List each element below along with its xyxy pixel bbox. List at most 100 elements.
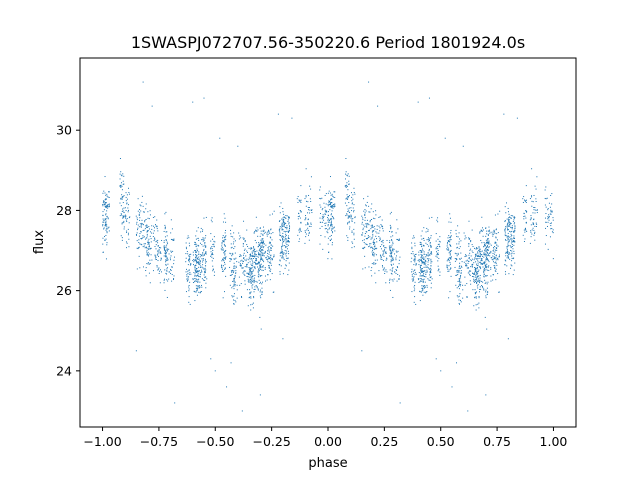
data-point <box>262 234 264 236</box>
data-point <box>279 232 281 234</box>
data-point <box>391 246 393 248</box>
data-point <box>478 251 480 253</box>
data-point <box>361 350 363 352</box>
data-point <box>250 263 252 265</box>
data-point <box>164 236 166 238</box>
data-point <box>507 219 509 221</box>
data-point <box>332 228 334 230</box>
data-point <box>204 246 206 248</box>
data-point <box>187 253 189 255</box>
data-point <box>505 260 507 262</box>
data-point <box>392 235 394 237</box>
data-point <box>471 260 473 262</box>
data-point <box>193 290 195 292</box>
x-tick-label: 1.00 <box>540 434 568 449</box>
data-point <box>149 282 151 284</box>
data-point <box>395 268 397 270</box>
data-point <box>376 259 378 261</box>
data-point <box>418 279 420 281</box>
data-point <box>255 258 257 260</box>
data-point <box>482 287 484 289</box>
data-point <box>310 223 312 225</box>
data-point <box>103 209 105 211</box>
data-point <box>492 252 494 254</box>
data-point <box>251 267 253 269</box>
data-point <box>459 303 461 305</box>
data-point <box>535 226 537 227</box>
data-point <box>446 265 448 267</box>
data-point <box>391 249 393 251</box>
data-point <box>287 230 289 232</box>
data-point <box>437 238 439 240</box>
data-point <box>196 254 198 256</box>
data-point <box>467 410 469 412</box>
data-point <box>419 290 421 292</box>
data-point <box>373 242 375 244</box>
data-point <box>224 291 225 293</box>
data-point <box>534 231 536 233</box>
data-point <box>382 269 384 271</box>
data-point <box>421 271 423 273</box>
data-point <box>366 244 368 246</box>
data-point <box>466 255 468 257</box>
data-point <box>361 215 363 217</box>
data-point <box>186 275 188 277</box>
data-point <box>431 216 433 218</box>
data-point <box>319 217 321 219</box>
data-point <box>450 275 452 277</box>
data-point <box>456 271 458 273</box>
data-point <box>382 228 384 230</box>
data-point <box>285 253 287 255</box>
data-point <box>346 194 348 196</box>
data-point <box>300 201 302 203</box>
data-point <box>260 251 262 253</box>
data-point <box>347 189 349 191</box>
data-point <box>195 285 197 287</box>
data-point <box>286 244 288 246</box>
data-point <box>267 231 269 233</box>
data-point <box>197 256 199 258</box>
data-point <box>221 265 223 267</box>
data-point <box>372 247 374 249</box>
data-point <box>253 232 255 234</box>
data-point <box>250 282 252 284</box>
data-point <box>185 248 187 250</box>
data-point <box>144 228 146 230</box>
data-point <box>513 235 515 237</box>
data-point <box>140 210 142 212</box>
data-point <box>375 262 377 264</box>
data-point <box>195 243 197 245</box>
data-point <box>456 235 458 237</box>
data-point <box>446 245 448 247</box>
data-point <box>480 230 482 232</box>
data-point <box>253 279 255 281</box>
data-point <box>412 270 414 272</box>
data-point <box>507 235 509 237</box>
data-point <box>233 241 235 243</box>
data-point <box>195 249 197 251</box>
data-point <box>300 222 302 224</box>
data-point <box>204 262 206 264</box>
data-point <box>476 271 478 273</box>
data-point <box>270 237 272 239</box>
data-point <box>235 270 237 272</box>
data-point <box>147 226 149 228</box>
data-point <box>498 291 500 293</box>
data-point <box>164 224 166 226</box>
data-point <box>137 229 139 231</box>
data-point <box>271 258 273 260</box>
data-point <box>282 241 284 243</box>
data-point <box>234 276 236 278</box>
data-point <box>259 245 261 247</box>
data-point <box>128 246 130 248</box>
data-point <box>146 247 148 249</box>
data-point <box>193 272 195 274</box>
data-point <box>451 386 453 388</box>
data-point <box>495 254 497 256</box>
data-point <box>449 254 451 256</box>
data-point <box>475 281 477 283</box>
data-point <box>193 261 195 263</box>
data-point <box>279 239 281 241</box>
data-point <box>364 209 366 211</box>
data-point <box>391 260 393 262</box>
